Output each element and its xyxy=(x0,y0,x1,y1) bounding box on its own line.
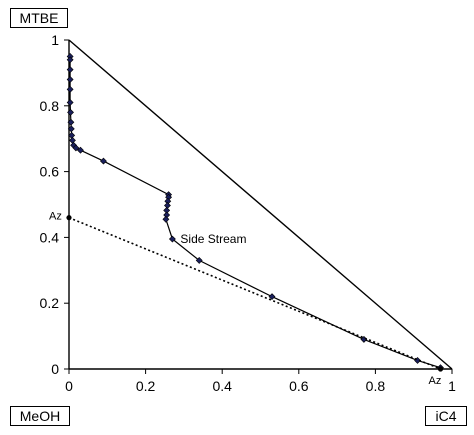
residue-curve-point xyxy=(195,257,203,264)
chart-annotations: Az Az Side Stream xyxy=(49,211,441,387)
y-tick-label: 0 xyxy=(51,361,59,377)
x-tick-label: 0 xyxy=(65,378,73,394)
meoh-vertex-label: MeOH xyxy=(10,406,70,426)
residue-curve-point xyxy=(100,157,107,165)
azeotrope-label: Az xyxy=(49,211,62,223)
residue-curve-point xyxy=(67,118,75,126)
residue-curve-line xyxy=(69,56,441,369)
residue-curve-point xyxy=(72,144,80,152)
y-tick-label: 0.8 xyxy=(40,98,60,114)
x-tick-label: 0.8 xyxy=(366,378,386,394)
side-stream-label: Side Stream xyxy=(180,232,246,246)
residue-curve-point xyxy=(67,125,75,133)
residue-curve-point xyxy=(66,76,74,83)
ic4-vertex-label: iC4 xyxy=(425,406,467,426)
azeotrope-distillation-boundary xyxy=(68,216,441,370)
triangle-hypotenuse xyxy=(68,39,453,370)
residue-curve-point xyxy=(164,202,171,209)
chart-series xyxy=(66,53,444,372)
residue-curve-point xyxy=(66,56,74,64)
x-tick-label: 0.4 xyxy=(212,378,232,394)
residue-curve-point xyxy=(77,146,84,154)
residue-curve-point xyxy=(69,136,76,144)
x-tick-label: 0.6 xyxy=(289,378,309,394)
mtbe-vertex-label: MTBE xyxy=(10,8,68,28)
azeotrope-point xyxy=(66,215,72,221)
chart-axes xyxy=(68,40,452,370)
x-tick-label: 0.2 xyxy=(136,378,156,394)
azeotrope-point xyxy=(437,366,444,372)
azeotrope-label: Az xyxy=(429,375,442,387)
y-tick-label: 0.6 xyxy=(40,164,60,180)
y-tick-label: 1 xyxy=(51,32,59,48)
x-tick-label: 1 xyxy=(448,378,456,394)
y-tick-label: 0.2 xyxy=(40,295,60,311)
y-tick-label: 0.4 xyxy=(40,229,60,245)
chart-ticks: 0 0.2 0.4 0.6 0.8 1 0 0.2 0.4 0.6 0.8 1 xyxy=(40,32,457,394)
residue-curve-point xyxy=(67,108,74,116)
residue-curve-point xyxy=(268,293,276,301)
residue-curve-point xyxy=(168,235,176,243)
residue-curve-point xyxy=(66,85,74,93)
residue-curve-point xyxy=(66,66,74,74)
residue-curve-point xyxy=(162,215,170,223)
triangle-boundary xyxy=(68,39,453,370)
residue-curve-point xyxy=(66,99,74,106)
